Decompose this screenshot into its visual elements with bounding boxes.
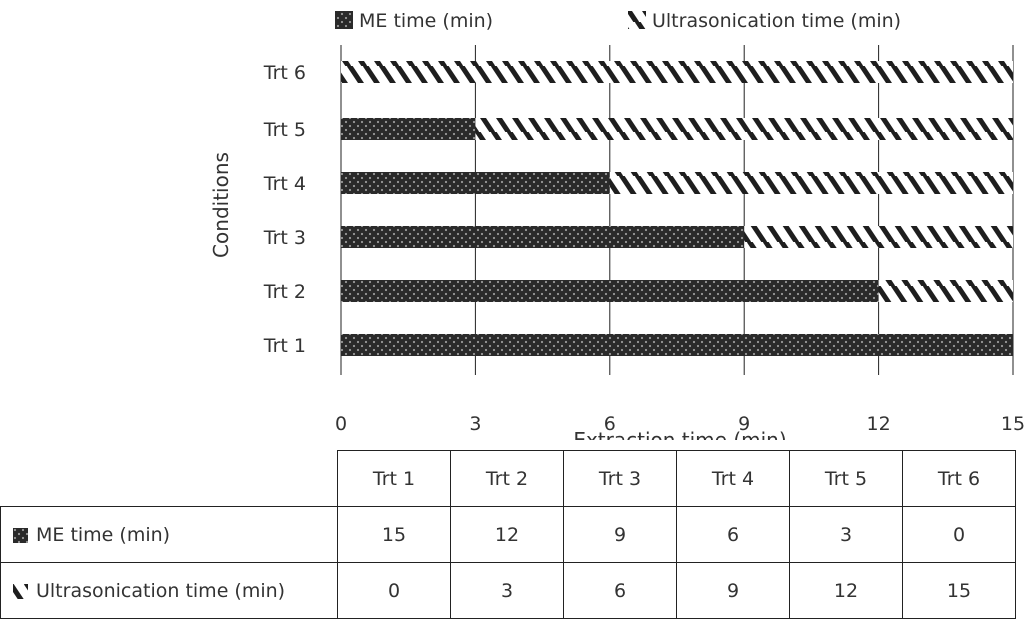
bar-ultrasonication-trt-6 (341, 61, 1013, 83)
x-tick-label: 15 (1001, 413, 1025, 435)
x-tick-label: 0 (335, 413, 347, 435)
data-table: Trt 1 Trt 2 Trt 3 Trt 4 Trt 5 Trt 6 ME t… (0, 450, 1016, 619)
stacked-bar-chart: ME time (min) Ultrasonication time (min)… (209, 10, 1025, 440)
x-tick-label: 6 (604, 413, 616, 435)
table-cell: 9 (563, 506, 677, 563)
y-tick-label: Trt 3 (263, 227, 306, 249)
bar-me-time-trt-5 (341, 118, 476, 140)
bar-me-time-trt-1 (341, 334, 1013, 356)
chart-legend: ME time (min) Ultrasonication time (min) (335, 10, 901, 32)
table-cell: 0 (902, 506, 1016, 563)
bar-me-time-trt-2 (341, 280, 879, 302)
bar-me-time-trt-4 (341, 172, 610, 194)
me-time-legend-swatch (335, 11, 353, 29)
bar-ultrasonication-trt-3 (744, 226, 1013, 248)
table-header-cell: Trt 1 (337, 450, 451, 507)
table-cell: 12 (450, 506, 564, 563)
x-tick-label: 9 (738, 413, 750, 435)
table-header-row: Trt 1 Trt 2 Trt 3 Trt 4 Trt 5 Trt 6 (1, 450, 1016, 507)
bar-ultrasonication-trt-4 (609, 172, 1013, 194)
table-header-cell: Trt 3 (563, 450, 677, 507)
table-cell: 6 (676, 506, 790, 563)
table-header-cell: Trt 5 (789, 450, 903, 507)
y-tick-label: Trt 6 (263, 62, 306, 84)
table-row-ultrasonication: Ultrasonication time (min) 0 3 6 9 12 15 (0, 562, 1016, 619)
x-axis-title: Extraction time (min) (573, 428, 786, 440)
table-cell: 6 (563, 562, 677, 619)
dotted-dark-swatch-icon (13, 527, 28, 543)
table-cell: 9 (676, 562, 790, 619)
table-corner (1, 451, 338, 507)
table-cell: 15 (337, 506, 451, 563)
bar-me-time-trt-3 (341, 226, 745, 248)
row-label-me-time: ME time (min) (0, 506, 338, 563)
table-cell: 15 (902, 562, 1016, 619)
x-gridlines (340, 45, 1014, 375)
ultrasonication-legend-swatch (628, 11, 646, 29)
x-tick-labels: 0 3 6 9 12 15 (335, 413, 1025, 435)
y-tick-label: Trt 1 (263, 335, 306, 357)
x-tick-label: 12 (867, 413, 891, 435)
legend-label-me-time: ME time (min) (359, 10, 493, 32)
table-cell: 3 (789, 506, 903, 563)
table-header-cell: Trt 2 (450, 450, 564, 507)
y-tick-label: Trt 2 (263, 281, 306, 303)
table-cell: 12 (789, 562, 903, 619)
table-header-cell: Trt 4 (676, 450, 790, 507)
table-cell: 3 (450, 562, 564, 619)
y-tick-labels: Trt 1 Trt 2 Trt 3 Trt 4 Trt 5 Trt 6 (263, 62, 306, 357)
bars-group (341, 61, 1013, 356)
row-label-text: ME time (min) (36, 523, 171, 546)
y-axis-title: Conditions (209, 152, 233, 258)
x-tick-label: 3 (469, 413, 481, 435)
row-label-text: Ultrasonication time (min) (36, 579, 286, 602)
legend-label-ultrasonication: Ultrasonication time (min) (652, 10, 901, 32)
table-row-me-time: ME time (min) 15 12 9 6 3 0 (0, 506, 1016, 563)
y-tick-label: Trt 5 (263, 119, 306, 141)
table-header-cell: Trt 6 (902, 450, 1016, 507)
diagonal-stripe-swatch-icon (13, 583, 28, 599)
bar-ultrasonication-trt-2 (878, 280, 1013, 302)
bar-ultrasonication-trt-5 (475, 118, 1013, 140)
y-tick-label: Trt 4 (263, 173, 306, 195)
table-cell: 0 (337, 562, 451, 619)
row-label-ultrasonication: Ultrasonication time (min) (0, 562, 338, 619)
